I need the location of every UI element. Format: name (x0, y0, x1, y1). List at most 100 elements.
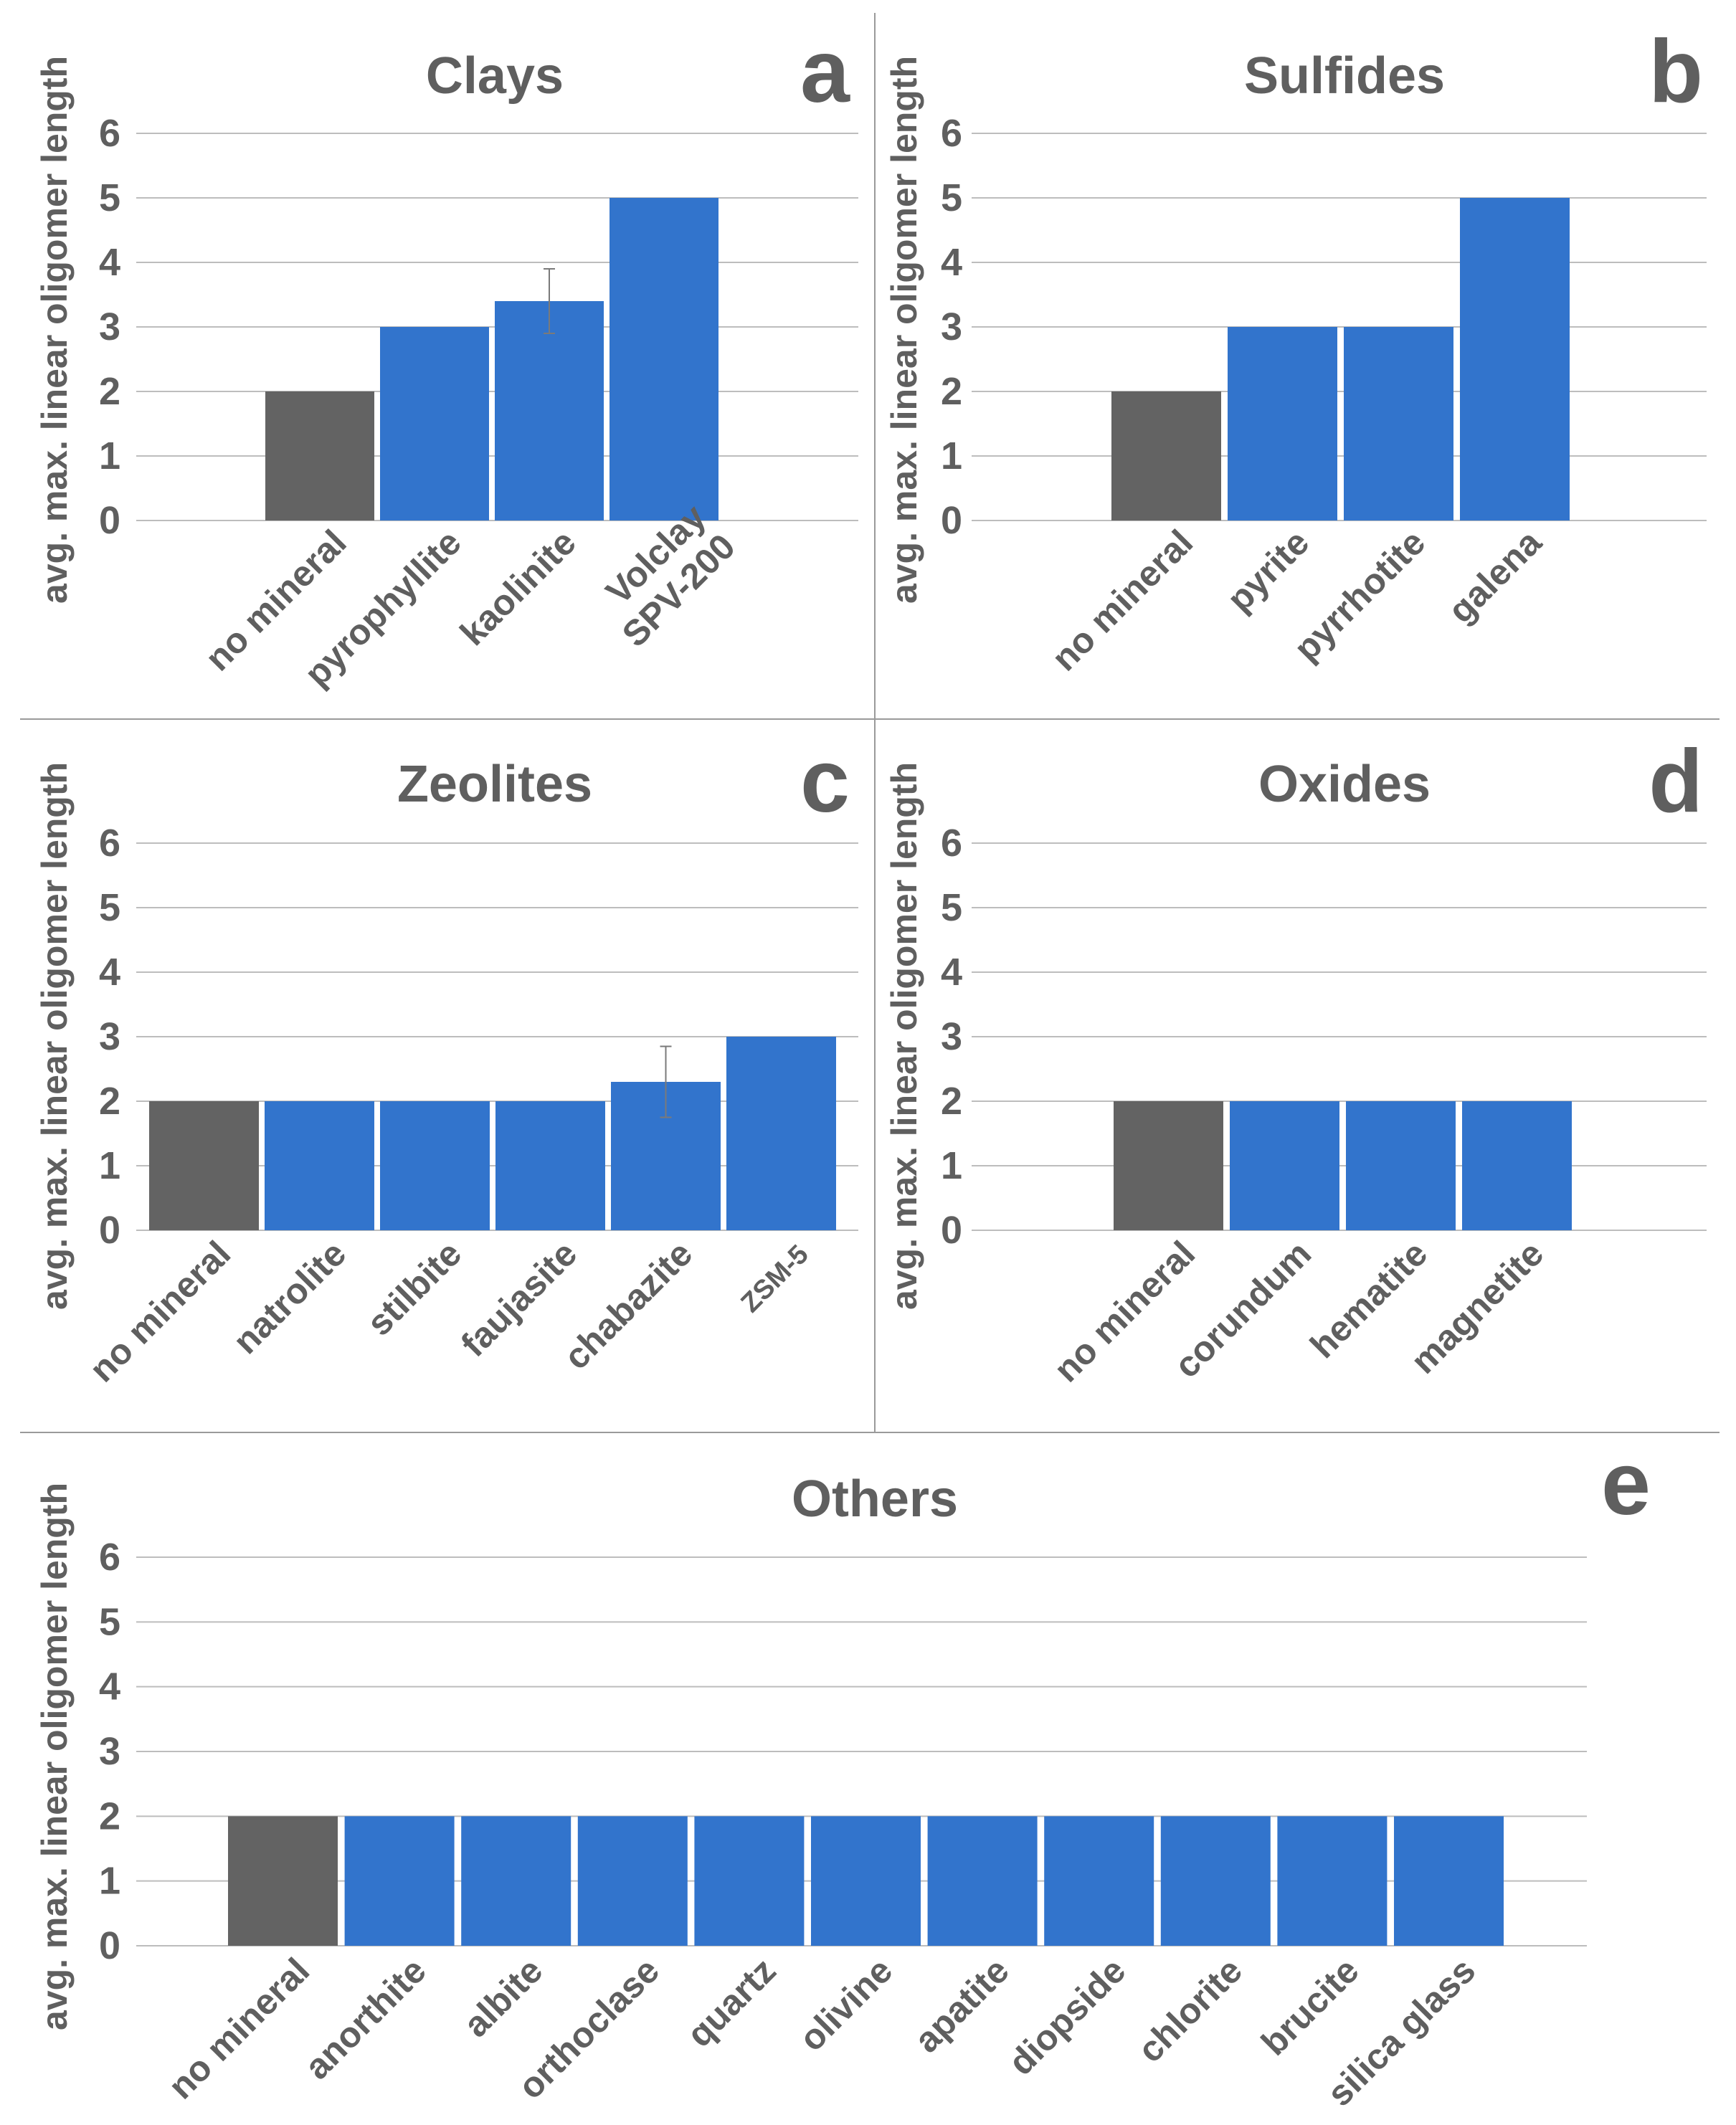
y-tick-label: 5 (99, 1600, 120, 1643)
bar-d-1 (1230, 1101, 1339, 1230)
bar-a-3 (610, 198, 718, 520)
bar-a-0 (265, 391, 374, 520)
y-tick-label: 0 (99, 1209, 120, 1252)
bar-c-2 (380, 1101, 490, 1230)
category-label: pyrite (1219, 522, 1317, 619)
bar-e-4 (694, 1816, 805, 1946)
category-label-line: chlorite (1130, 1950, 1250, 2070)
category-label: brucite (1253, 1950, 1366, 2063)
category-label-line: stilbite (359, 1233, 470, 1344)
y-tick-label: 3 (941, 1015, 962, 1058)
category-label-line: galena (1441, 521, 1550, 630)
y-tick-label: 4 (941, 951, 962, 994)
y-tick-label: 1 (941, 1144, 962, 1187)
bar-d-2 (1346, 1101, 1456, 1230)
panel-title: Sulfides (1244, 47, 1445, 105)
category-label: diopside (1001, 1950, 1134, 2083)
category-label: natrolite (225, 1233, 354, 1361)
y-tick-label: 5 (99, 176, 120, 219)
y-tick-label: 2 (99, 370, 120, 413)
category-label: stilbite (359, 1233, 470, 1344)
bar-d-0 (1114, 1101, 1223, 1230)
bar-a-2 (495, 301, 604, 520)
y-tick-label: 2 (941, 1080, 962, 1123)
category-label: no mineral (1044, 522, 1200, 678)
category-label: anorthite (297, 1950, 434, 2087)
category-label-line: ZSM-5 (736, 1240, 815, 1318)
panel-b: 0 1 2 3 4 5 6 avg. max. linear oligomer length S… (884, 22, 1707, 679)
category-label-line: pyrite (1219, 522, 1317, 619)
category-label: no mineral (82, 1233, 238, 1389)
y-tick-label: 0 (941, 1209, 962, 1252)
y-tick-label: 5 (99, 886, 120, 929)
bar-e-3 (577, 1816, 688, 1946)
y-tick-label: 0 (941, 499, 962, 542)
category-label: no mineral (161, 1950, 317, 2106)
bar-e-7 (1044, 1816, 1154, 1946)
y-tick-label: 3 (941, 305, 962, 348)
bar-a-1 (380, 327, 489, 520)
category-label-line: natrolite (225, 1233, 354, 1361)
bar-d-3 (1462, 1101, 1572, 1230)
y-tick-label: 4 (941, 241, 962, 284)
bar-e-2 (461, 1816, 571, 1946)
category-label: chlorite (1130, 1950, 1250, 2070)
category-label-line: apatite (906, 1950, 1017, 2060)
bar-b-0 (1111, 391, 1221, 520)
y-tick-label: 3 (99, 1730, 120, 1773)
bar-c-5 (726, 1037, 836, 1230)
panel-letter: c (800, 732, 850, 831)
y-tick-label: 1 (941, 434, 962, 477)
y-tick-label: 6 (941, 112, 962, 155)
bar-b-2 (1344, 327, 1453, 520)
category-label: olivine (792, 1950, 901, 2059)
bar-e-6 (927, 1816, 1038, 1946)
y-tick-label: 5 (941, 176, 962, 219)
panel-title: Others (792, 1470, 958, 1528)
category-label-line: brucite (1253, 1950, 1366, 2063)
y-tick-label: 4 (99, 1665, 120, 1708)
bar-c-3 (495, 1101, 605, 1230)
category-label-line: anorthite (297, 1950, 434, 2087)
category-label: albite (456, 1950, 551, 2045)
category-label-line: quartz (679, 1950, 784, 2055)
bar-c-1 (265, 1101, 374, 1230)
panel-c: 0 1 2 3 4 5 6 avg. max. linear oligomer length Z… (34, 732, 858, 1390)
bar-e-0 (228, 1816, 338, 1946)
panel-title: Clays (426, 47, 564, 105)
y-tick-label: 2 (941, 370, 962, 413)
category-label-line: olivine (792, 1950, 901, 2059)
panel-letter: a (800, 22, 850, 121)
y-tick-label: 5 (941, 886, 962, 929)
bar-b-3 (1460, 198, 1570, 520)
category-label: galena (1441, 521, 1550, 630)
bar-e-5 (811, 1816, 921, 1946)
category-label-line: kaolinite (452, 522, 584, 653)
y-axis-label: avg. max. linear oligomer length (34, 1483, 75, 2030)
category-label-line: albite (456, 1950, 551, 2045)
y-tick-label: 0 (99, 1924, 120, 1967)
category-label-line: no mineral (82, 1233, 238, 1389)
panel-title: Zeolites (397, 756, 592, 813)
bar-e-10 (1394, 1816, 1504, 1946)
y-tick-label: 6 (941, 822, 962, 865)
y-tick-label: 4 (99, 241, 120, 284)
panel-a: 0 1 2 3 4 5 6 avg. max. linear oligomer length C… (34, 22, 858, 694)
panel-e: 0 1 2 3 4 5 6 avg. max. linear oligomer length O… (34, 1435, 1651, 2114)
y-tick-label: 2 (99, 1794, 120, 1838)
y-tick-label: 1 (99, 434, 120, 477)
y-tick-label: 1 (99, 1860, 120, 1903)
y-tick-label: 0 (99, 499, 120, 542)
panel-letter: d (1649, 732, 1703, 831)
bar-e-1 (344, 1816, 455, 1946)
y-axis-label: avg. max. linear oligomer length (34, 56, 75, 604)
y-tick-label: 6 (99, 1536, 120, 1579)
panel-d: 0 1 2 3 4 5 6 avg. max. linear oligomer length O… (884, 732, 1707, 1390)
category-label: quartz (679, 1950, 784, 2055)
panel-letter: b (1649, 22, 1703, 121)
y-axis-label: avg. max. linear oligomer length (34, 762, 75, 1310)
panel-letter: e (1601, 1435, 1651, 1534)
category-label: ZSM-5 (736, 1240, 815, 1318)
category-label-line: diopside (1001, 1950, 1134, 2083)
